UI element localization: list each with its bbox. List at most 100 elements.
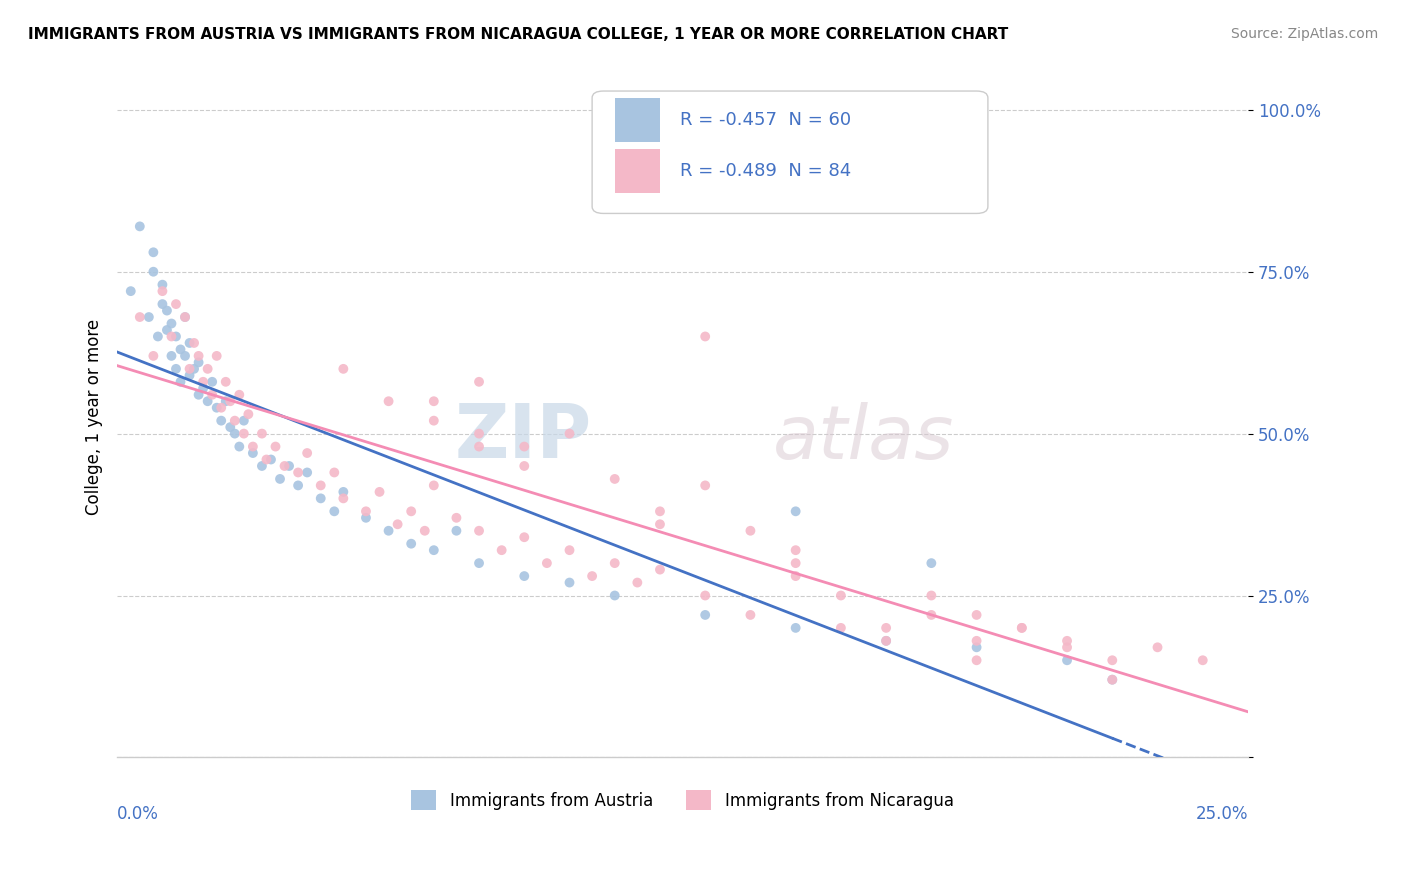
Point xyxy=(423,543,446,558)
Point xyxy=(695,478,717,492)
Point xyxy=(179,335,201,350)
Point xyxy=(191,375,214,389)
Point xyxy=(323,466,346,480)
Point xyxy=(648,563,671,577)
FancyBboxPatch shape xyxy=(592,91,988,213)
Point xyxy=(295,466,318,480)
Point xyxy=(242,446,264,460)
Point xyxy=(740,607,762,622)
Point xyxy=(191,381,214,395)
Point xyxy=(152,284,174,298)
Point xyxy=(966,653,988,667)
Point xyxy=(695,329,717,343)
Point xyxy=(603,472,626,486)
Point xyxy=(156,303,179,318)
Point xyxy=(423,478,446,492)
Point xyxy=(183,362,205,376)
Point xyxy=(513,569,536,583)
Point xyxy=(264,440,287,454)
Point xyxy=(875,633,897,648)
Text: IMMIGRANTS FROM AUSTRIA VS IMMIGRANTS FROM NICARAGUA COLLEGE, 1 YEAR OR MORE COR: IMMIGRANTS FROM AUSTRIA VS IMMIGRANTS FR… xyxy=(28,27,1008,42)
Point xyxy=(1101,673,1123,687)
Point xyxy=(558,426,581,441)
Point xyxy=(174,310,197,324)
Point xyxy=(295,446,318,460)
Point xyxy=(228,440,250,454)
Point xyxy=(174,349,197,363)
Point xyxy=(309,478,332,492)
Point xyxy=(278,458,301,473)
Point xyxy=(491,543,513,558)
Point xyxy=(238,407,260,421)
Point xyxy=(875,621,897,635)
Point xyxy=(785,621,807,635)
Point xyxy=(785,543,807,558)
Point xyxy=(1101,653,1123,667)
Point xyxy=(232,414,254,428)
Point xyxy=(1056,640,1078,655)
Point xyxy=(1101,673,1123,687)
Point xyxy=(224,414,246,428)
Point xyxy=(179,368,201,383)
Point xyxy=(1146,640,1168,655)
Point xyxy=(468,426,491,441)
Point xyxy=(219,420,242,434)
FancyBboxPatch shape xyxy=(614,149,659,193)
Point xyxy=(215,375,238,389)
Point xyxy=(160,317,183,331)
Point xyxy=(558,543,581,558)
Point xyxy=(920,607,942,622)
Point xyxy=(468,524,491,538)
Point xyxy=(648,517,671,532)
Point xyxy=(332,484,354,499)
Point xyxy=(785,504,807,518)
Point xyxy=(120,284,142,298)
Text: R = -0.457  N = 60: R = -0.457 N = 60 xyxy=(681,111,852,128)
Point xyxy=(309,491,332,506)
Text: 25.0%: 25.0% xyxy=(1195,805,1249,823)
Point xyxy=(224,426,246,441)
Point xyxy=(1056,653,1078,667)
Point xyxy=(183,335,205,350)
Point xyxy=(377,524,399,538)
Point xyxy=(201,375,224,389)
Point xyxy=(830,589,852,603)
Point xyxy=(169,343,191,357)
Text: 0.0%: 0.0% xyxy=(117,805,159,823)
Point xyxy=(323,504,346,518)
Point xyxy=(785,556,807,570)
Point xyxy=(695,607,717,622)
Point xyxy=(920,589,942,603)
Point xyxy=(242,440,264,454)
Point xyxy=(197,362,219,376)
Point xyxy=(260,452,283,467)
Point xyxy=(468,375,491,389)
Point xyxy=(156,323,179,337)
Point xyxy=(142,245,165,260)
Point xyxy=(187,388,209,402)
Point xyxy=(558,575,581,590)
Point xyxy=(287,466,309,480)
Point xyxy=(209,401,232,415)
Point xyxy=(966,640,988,655)
Point xyxy=(468,440,491,454)
Point xyxy=(413,524,436,538)
Point xyxy=(581,569,603,583)
Point xyxy=(648,504,671,518)
Point xyxy=(287,478,309,492)
Text: Source: ZipAtlas.com: Source: ZipAtlas.com xyxy=(1230,27,1378,41)
Point xyxy=(187,355,209,369)
Point xyxy=(1056,633,1078,648)
Point xyxy=(174,310,197,324)
Point xyxy=(169,375,191,389)
Point xyxy=(142,349,165,363)
Point xyxy=(250,458,273,473)
Point xyxy=(1011,621,1033,635)
FancyBboxPatch shape xyxy=(614,98,659,142)
Point xyxy=(399,537,422,551)
Text: atlas: atlas xyxy=(773,401,955,474)
Point xyxy=(201,388,224,402)
Point xyxy=(205,401,228,415)
Point xyxy=(273,458,295,473)
Point xyxy=(603,589,626,603)
